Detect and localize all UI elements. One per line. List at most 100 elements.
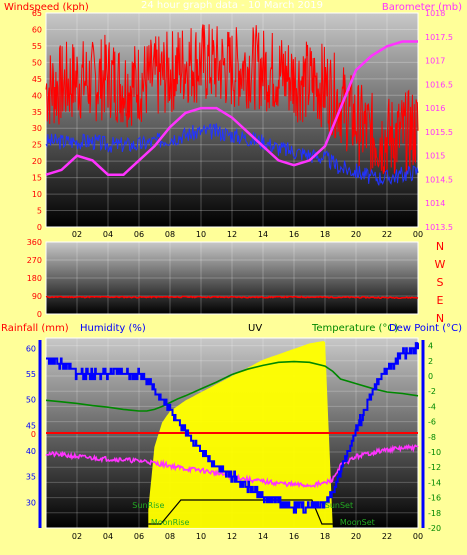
windspeed-tick-label: 55 bbox=[32, 42, 42, 51]
windspeed-tick-label: 45 bbox=[32, 75, 42, 84]
barometer-tick-label: 1016.5 bbox=[425, 80, 453, 89]
temperature-tick-label: -20 bbox=[428, 524, 441, 533]
x-tick-label: 02 bbox=[72, 532, 82, 541]
barometer-tick-label: 1018 bbox=[425, 9, 445, 18]
chart-title: 24 hour graph data - 10 March 2019 bbox=[141, 0, 323, 11]
rain-tick-label: 0 bbox=[31, 430, 36, 439]
barometer-tick-label: 1014.5 bbox=[425, 175, 453, 184]
x-tick-label: 06 bbox=[134, 532, 144, 541]
humidity-tick-label: 45 bbox=[26, 421, 36, 430]
wind-average-line bbox=[45, 123, 419, 186]
direction-tick-label: 180 bbox=[27, 274, 42, 283]
x-tick-label: 04 bbox=[103, 230, 113, 239]
x-tick-label: 02 bbox=[72, 230, 82, 239]
temperature-tick-label: 2 bbox=[428, 357, 433, 366]
x-tick-label: 08 bbox=[165, 532, 175, 541]
temperature-tick-label: -18 bbox=[428, 509, 441, 518]
humidity-tick-label: 40 bbox=[26, 447, 36, 456]
temperature-tick-label: -4 bbox=[428, 402, 436, 411]
compass-label: S bbox=[437, 276, 444, 289]
humidity-tick-label: 60 bbox=[26, 344, 36, 353]
x-tick-label: 16 bbox=[289, 230, 299, 239]
windspeed-tick-label: 15 bbox=[32, 174, 42, 183]
temperature-tick-label: -14 bbox=[428, 478, 441, 487]
wind-gust-line bbox=[45, 24, 419, 176]
windspeed-tick-label: 30 bbox=[32, 124, 42, 133]
moon-line bbox=[148, 499, 333, 525]
x-tick-label: 10 bbox=[196, 532, 206, 541]
barometer-tick-label: 1017 bbox=[425, 57, 445, 66]
moonset-label: MoonSet bbox=[340, 518, 375, 527]
moonrise-label: MoonRise bbox=[151, 518, 190, 527]
humidity-tick-label: 30 bbox=[26, 498, 36, 507]
x-tick-label: 12 bbox=[227, 532, 237, 541]
compass-label: W bbox=[435, 258, 446, 271]
humidity-title: Humidity (%) bbox=[80, 323, 146, 334]
windspeed-tick-label: 20 bbox=[32, 157, 42, 166]
windspeed-tick-label: 10 bbox=[32, 190, 42, 199]
direction-tick-label: 0 bbox=[37, 310, 42, 319]
windspeed-tick-label: 25 bbox=[32, 141, 42, 150]
x-tick-label: 20 bbox=[351, 532, 361, 541]
humidity-tick-label: 35 bbox=[26, 473, 36, 482]
humidity-tick-label: 55 bbox=[26, 370, 36, 379]
x-tick-label: 12 bbox=[227, 230, 237, 239]
x-tick-label: 14 bbox=[258, 532, 268, 541]
direction-tick-label: 270 bbox=[27, 256, 42, 265]
barometer-tick-label: 1014 bbox=[425, 199, 445, 208]
x-tick-label: 00 bbox=[413, 230, 423, 239]
x-tick-label: 22 bbox=[382, 230, 392, 239]
barometer-tick-label: 1015.5 bbox=[425, 128, 453, 137]
temperature-tick-label: 4 bbox=[428, 342, 433, 351]
uv-title: UV bbox=[248, 323, 262, 334]
compass-label: N bbox=[436, 240, 444, 253]
windspeed-tick-label: 0 bbox=[37, 223, 42, 232]
temperature-title: Temperature (°C) bbox=[311, 323, 398, 334]
windspeed-tick-label: 40 bbox=[32, 91, 42, 100]
barometer-line bbox=[45, 40, 418, 176]
compass-label: E bbox=[437, 294, 444, 307]
direction-tick-label: 90 bbox=[32, 292, 42, 301]
x-tick-label: 18 bbox=[320, 230, 330, 239]
barometer-tick-label: 1013.5 bbox=[425, 223, 453, 232]
x-tick-label: 14 bbox=[258, 230, 268, 239]
sunrise-label: SunRise bbox=[132, 501, 164, 510]
x-tick-label: 08 bbox=[165, 230, 175, 239]
humidity-tick-label: 50 bbox=[26, 396, 36, 405]
windspeed-tick-label: 50 bbox=[32, 58, 42, 67]
x-tick-label: 00 bbox=[413, 532, 423, 541]
humidity-line bbox=[46, 342, 419, 514]
direction-plot-area bbox=[45, 241, 419, 315]
x-tick-label: 22 bbox=[382, 532, 392, 541]
barometer-tick-label: 1017.5 bbox=[425, 33, 453, 42]
sunset-label: SunSet bbox=[325, 501, 353, 510]
barometer-title: Barometer (mb) bbox=[382, 2, 462, 13]
wind-direction-line bbox=[45, 295, 419, 300]
compass-label: N bbox=[436, 312, 444, 325]
x-tick-label: 18 bbox=[320, 532, 330, 541]
temperature-line bbox=[45, 360, 419, 412]
x-tick-label: 16 bbox=[289, 532, 299, 541]
temperature-tick-label: -12 bbox=[428, 463, 441, 472]
x-tick-label: 06 bbox=[134, 230, 144, 239]
temperature-tick-label: -16 bbox=[428, 494, 441, 503]
rainfall-title: Rainfall (mm) bbox=[1, 323, 69, 334]
windspeed-tick-label: 60 bbox=[32, 25, 42, 34]
temperature-tick-label: -2 bbox=[428, 387, 436, 396]
temperature-tick-label: -10 bbox=[428, 448, 441, 457]
direction-tick-label: 360 bbox=[27, 238, 42, 247]
dewpoint-title: Dew Point (°C) bbox=[389, 323, 462, 334]
windspeed-tick-label: 65 bbox=[32, 9, 42, 18]
barometer-tick-label: 1016 bbox=[425, 104, 445, 113]
temperature-tick-label: -8 bbox=[428, 433, 436, 442]
barometer-tick-label: 1015 bbox=[425, 152, 445, 161]
temperature-tick-label: -6 bbox=[428, 418, 436, 427]
windspeed-tick-label: 5 bbox=[37, 207, 42, 216]
x-tick-label: 10 bbox=[196, 230, 206, 239]
uv-fill bbox=[148, 341, 333, 528]
x-tick-label: 20 bbox=[351, 230, 361, 239]
